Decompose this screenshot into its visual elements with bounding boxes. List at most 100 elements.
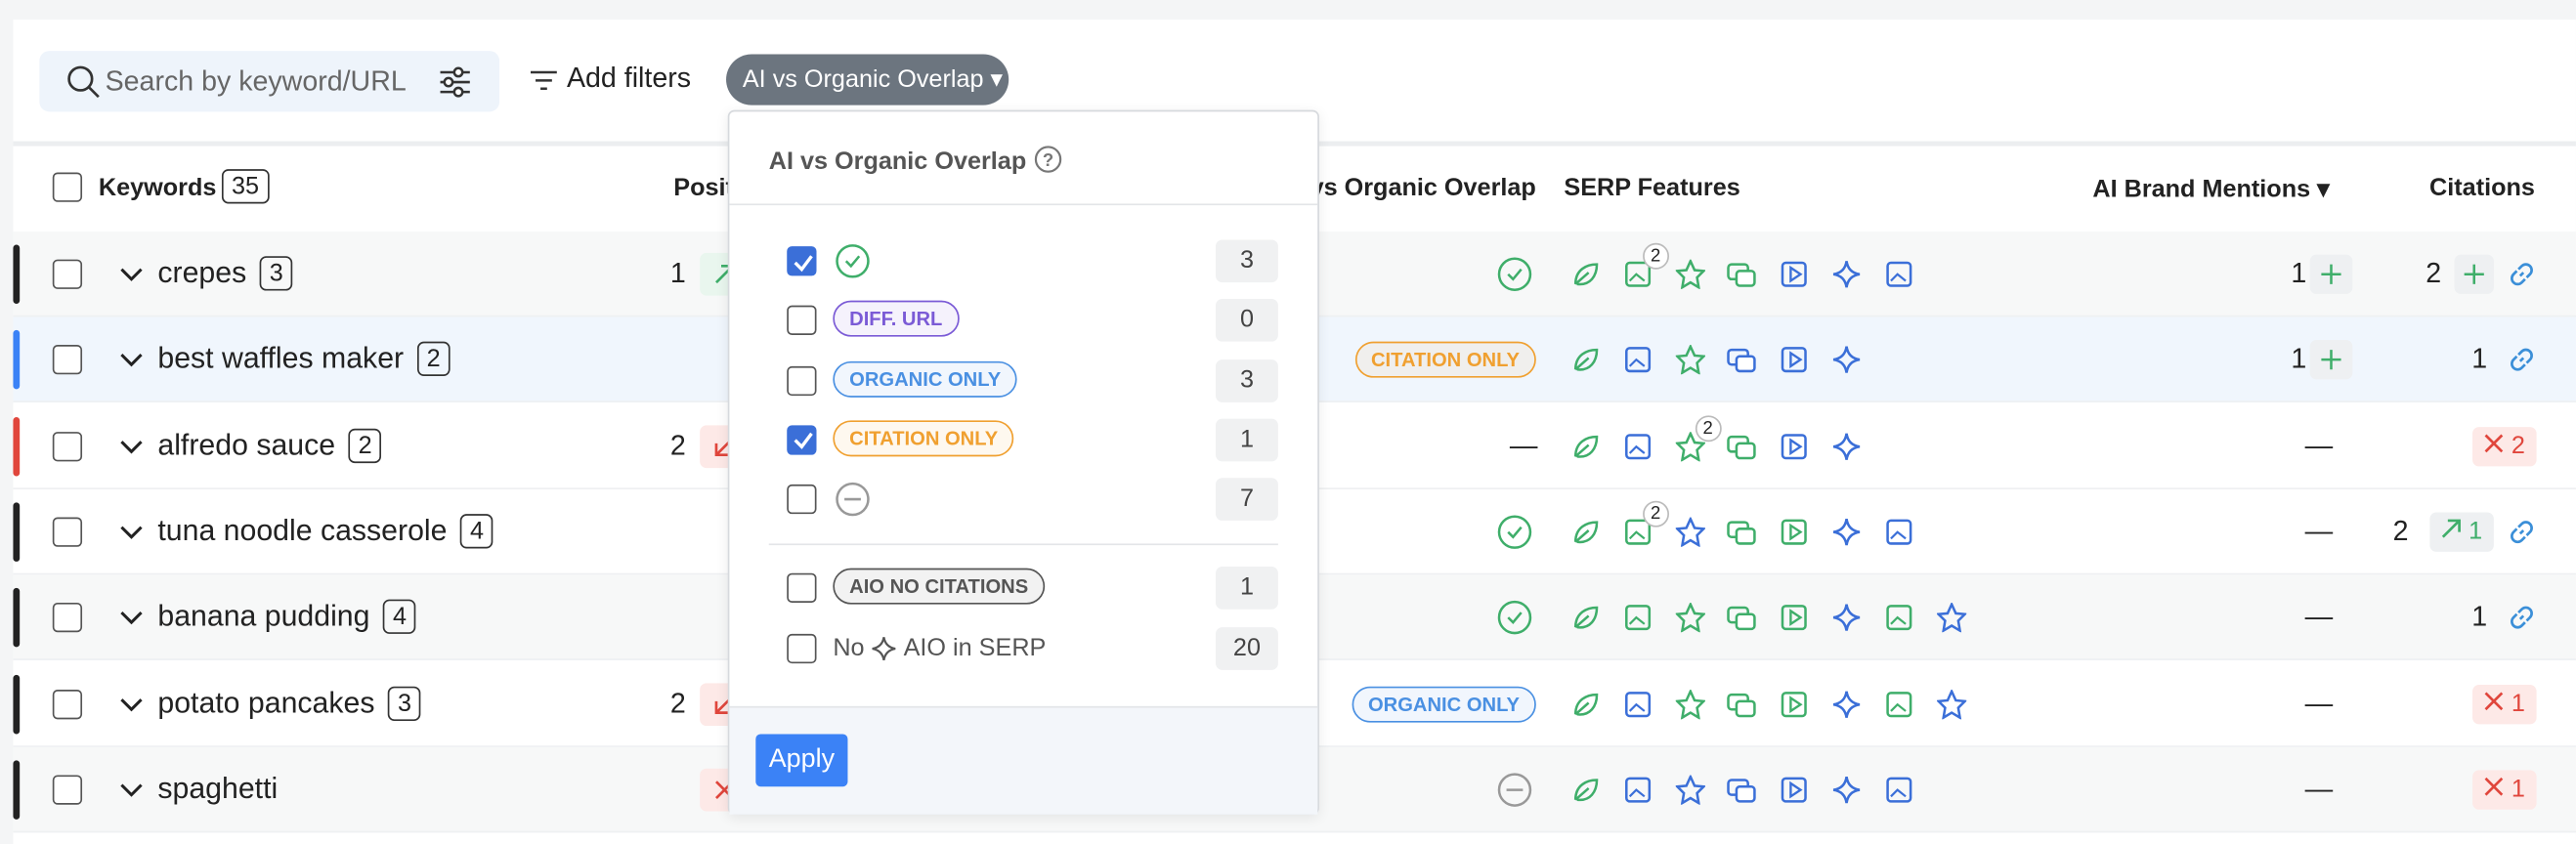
serp-feature-icon[interactable]: [1935, 687, 1967, 727]
brand-mentions: —: [2304, 429, 2334, 461]
serp-feature-icon[interactable]: [1673, 515, 1706, 555]
serp-feature-icon[interactable]: [1831, 346, 1861, 384]
serp-feature-icon[interactable]: [1570, 346, 1600, 384]
checkbox[interactable]: [787, 572, 817, 603]
serp-feature-icon[interactable]: [1884, 260, 1913, 298]
expand-chevron[interactable]: [118, 347, 145, 381]
header-brand[interactable]: AI Brand Mentions ▾: [2092, 175, 2330, 204]
serp-feature-icon[interactable]: [1780, 517, 1809, 555]
checkbox[interactable]: [52, 603, 83, 633]
serp-feature-icon[interactable]: [1831, 689, 1861, 727]
expand-chevron[interactable]: [118, 261, 145, 295]
serp-feature-icon[interactable]: [1727, 260, 1757, 298]
serp-feature-icon[interactable]: [1780, 689, 1809, 727]
expand-chevron[interactable]: [118, 605, 145, 639]
serp-feature-icon[interactable]: [1831, 431, 1861, 469]
checkbox[interactable]: [787, 425, 817, 455]
keyword[interactable]: crepes: [157, 256, 247, 289]
serp-feature-icon[interactable]: [1884, 775, 1913, 813]
serp-feature-icon[interactable]: [1623, 775, 1653, 813]
citations-lost: 2: [2471, 426, 2537, 466]
link-icon[interactable]: [2507, 346, 2536, 384]
serp-feature-icon[interactable]: [1831, 603, 1861, 641]
checkbox[interactable]: [52, 172, 83, 202]
link-icon[interactable]: [2507, 517, 2536, 555]
serp-feature-icon[interactable]: [1673, 687, 1706, 727]
serp-feature-icon[interactable]: [1570, 603, 1600, 641]
serp-feature-icon[interactable]: [1727, 775, 1757, 813]
serp-feature-icon[interactable]: [1570, 260, 1600, 298]
serp-feature-icon[interactable]: [1780, 431, 1809, 469]
brand-mentions: 1: [2291, 257, 2307, 289]
serp-feature-icon[interactable]: [1831, 260, 1861, 298]
expand-chevron[interactable]: [118, 777, 145, 811]
checkbox[interactable]: [52, 345, 83, 375]
serp-feature-icon[interactable]: [1727, 431, 1757, 469]
keyword[interactable]: potato pancakes: [157, 685, 375, 719]
serp-feature-icon[interactable]: [1623, 689, 1653, 727]
serp-feature-icon[interactable]: [1727, 517, 1757, 555]
expand-chevron[interactable]: [118, 433, 145, 467]
active-filter-button[interactable]: AI vs Organic Overlap ▾: [726, 54, 1009, 106]
serp-feature-icon[interactable]: [1935, 601, 1967, 641]
serp-feature-icon[interactable]: [1623, 260, 1653, 298]
serp-feature-icon[interactable]: [1780, 346, 1809, 384]
serp-feature-icon[interactable]: [1673, 344, 1706, 384]
serp-feature-icon[interactable]: [1570, 431, 1600, 469]
add-icon: [2454, 254, 2494, 294]
keyword[interactable]: tuna noodle casserole: [157, 514, 448, 547]
checkbox[interactable]: [52, 431, 83, 461]
serp-feature-icon[interactable]: [1623, 517, 1653, 555]
checkbox[interactable]: [787, 485, 817, 515]
link-icon[interactable]: [2507, 260, 2536, 298]
row-indicator: [13, 502, 21, 562]
checkbox[interactable]: [787, 246, 817, 276]
serp-feature-icon[interactable]: [1727, 346, 1757, 384]
keyword[interactable]: alfredo sauce: [157, 428, 336, 461]
link-icon[interactable]: [2507, 603, 2536, 641]
serp-feature-icon[interactable]: [1884, 603, 1913, 641]
serp-feature-icon[interactable]: [1727, 689, 1757, 727]
serp-feature-icon[interactable]: [1727, 603, 1757, 641]
serp-feature-icon[interactable]: [1673, 601, 1706, 641]
serp-feature-icon[interactable]: [1570, 517, 1600, 555]
serp-feature-icon[interactable]: [1623, 431, 1653, 469]
serp-feature-icon[interactable]: [1831, 775, 1861, 813]
serp-feature-icon[interactable]: [1780, 603, 1809, 641]
checkbox[interactable]: [787, 365, 817, 396]
serp-feature-icon[interactable]: [1673, 773, 1706, 813]
serp-feature-icon[interactable]: [1780, 775, 1809, 813]
keyword[interactable]: banana pudding: [157, 599, 370, 633]
serp-feature-icon[interactable]: [1570, 689, 1600, 727]
apply-button[interactable]: Apply: [755, 734, 848, 787]
settings-icon[interactable]: [437, 64, 473, 101]
expand-chevron[interactable]: [118, 691, 145, 725]
help-icon[interactable]: ?: [1033, 145, 1062, 174]
serp-feature-icon[interactable]: [1570, 775, 1600, 813]
checkbox[interactable]: [52, 775, 83, 805]
serp-feature-icon[interactable]: [1780, 260, 1809, 298]
serp-feature-icon[interactable]: [1884, 689, 1913, 727]
serp-feature-icon[interactable]: [1884, 517, 1913, 555]
add-filters[interactable]: Add filters: [530, 63, 691, 96]
keyword[interactable]: best waffles maker: [157, 342, 405, 375]
overlap-text: —: [1509, 429, 1538, 461]
checkbox[interactable]: [52, 689, 83, 719]
serp-feature-icon[interactable]: [1673, 258, 1706, 298]
checkbox[interactable]: [787, 306, 817, 336]
check-icon: [1496, 514, 1532, 558]
search-icon: [67, 65, 100, 99]
serp-feature-icon[interactable]: [1623, 603, 1653, 641]
option-count: 1: [1216, 566, 1278, 610]
search-box[interactable]: Search by keyword/URL: [39, 51, 500, 112]
tag: AIO NO CITATIONS: [833, 568, 1045, 605]
serp-feature-icon[interactable]: [1831, 517, 1861, 555]
serp-feature-icon[interactable]: [1673, 430, 1706, 469]
expand-chevron[interactable]: [118, 519, 145, 553]
option-prefix: No: [833, 633, 865, 661]
checkbox[interactable]: [787, 633, 817, 663]
checkbox[interactable]: [52, 259, 83, 289]
keyword[interactable]: spaghetti: [157, 771, 279, 805]
checkbox[interactable]: [52, 517, 83, 547]
serp-feature-icon[interactable]: [1623, 346, 1653, 384]
